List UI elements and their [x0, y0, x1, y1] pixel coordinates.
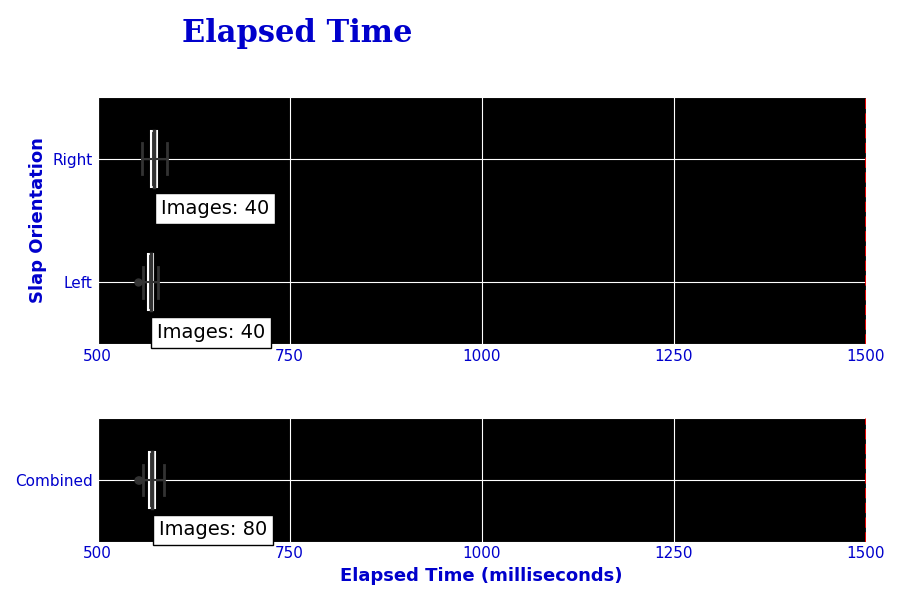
Text: Elapsed Time: Elapsed Time	[182, 18, 412, 49]
Bar	[149, 452, 155, 508]
Text: Images: 80: Images: 80	[159, 520, 267, 539]
Bar	[148, 254, 153, 310]
Text: Images: 40: Images: 40	[157, 323, 265, 342]
Bar	[150, 131, 157, 187]
Y-axis label: Slap Orientation: Slap Orientation	[29, 137, 47, 304]
Text: Images: 40: Images: 40	[160, 199, 269, 218]
X-axis label: Elapsed Time (milliseconds): Elapsed Time (milliseconds)	[340, 567, 623, 585]
